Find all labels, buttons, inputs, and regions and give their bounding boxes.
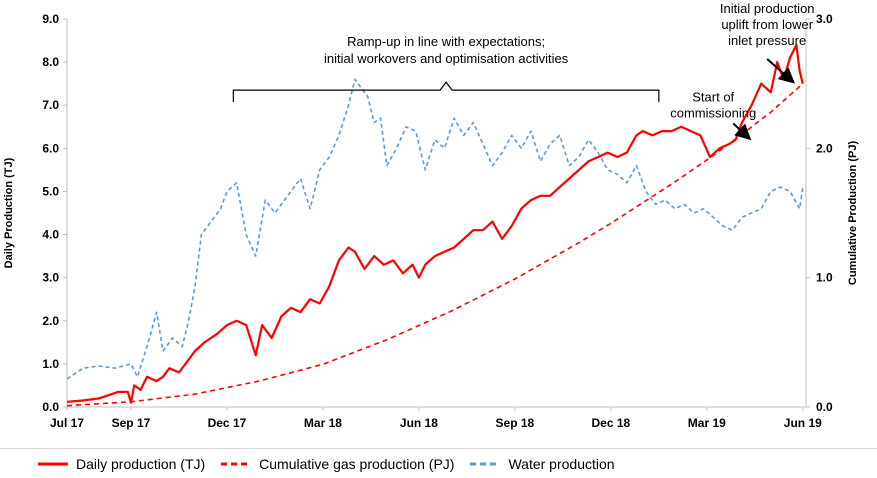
y-left-tick-label: 3.0 (42, 271, 59, 285)
legend-divider (0, 448, 877, 449)
y-right-tick-label: 1.0 (816, 271, 833, 285)
legend-label: Water production (508, 456, 615, 472)
series-layer (66, 43, 804, 407)
legend-item-water-production: Water production (470, 456, 615, 472)
commissioning-annotation-line: Start of (692, 89, 734, 104)
x-tick-label: Jul 17 (50, 416, 84, 430)
ramp-up-annotation-line: Ramp-up in line with expectations; (347, 34, 545, 49)
y-right-tick-label: 3.0 (816, 12, 833, 26)
y-left-tick-label: 5.0 (42, 184, 59, 198)
legend-label: Daily production (TJ) (76, 456, 206, 472)
axes: 0.0 1.0 2.0 3.0 4.0 5.0 6.0 7.0 8.0 9.0 0.0 1.0 2.0 3… (3, 12, 859, 430)
y-left-tick-label: 1.0 (42, 357, 59, 371)
y-left-tick-label: 7.0 (42, 98, 59, 112)
x-tick-label: Dec 17 (208, 416, 247, 430)
legend-swatch-dashed-red (221, 462, 252, 466)
series-line-cumulative-gas (66, 83, 804, 407)
uplift-annotation-line: uplift from lower (721, 17, 813, 32)
series-line-daily-production (66, 43, 804, 404)
production-chart: 0.0 1.0 2.0 3.0 4.0 5.0 6.0 7.0 8.0 9.0 0.0 1.0 2.0 3… (3, 1, 859, 430)
x-tick-label: Sep 18 (496, 416, 535, 430)
series-line-water-production (66, 78, 804, 380)
y-left-tick-label: 4.0 (42, 228, 59, 242)
x-tick-label: Sep 17 (112, 416, 151, 430)
x-tick-label: Jun 18 (400, 416, 438, 430)
uplift-annotation-line: Initial production (720, 1, 815, 16)
commissioning-arrow (732, 122, 752, 141)
y-left-tick-label: 0.0 (42, 400, 59, 414)
uplift-arrow (766, 58, 795, 84)
y-axis-left-title: Daily Production (TJ) (3, 157, 15, 268)
uplift-annotation-line: inlet pressure (728, 33, 806, 48)
annotations-layer: Ramp-up in line with expectations; initia… (232, 1, 815, 141)
y-left-tick-label: 9.0 (42, 12, 59, 26)
y-left-tick-label: 8.0 (42, 55, 59, 69)
x-tick-label: Dec 18 (592, 416, 631, 430)
legend-swatch-dashed-blue (470, 462, 501, 466)
y-left-tick-label: 6.0 (42, 141, 59, 155)
legend-item-daily-production: Daily production (TJ) (38, 456, 205, 472)
y-right-tick-label: 0.0 (816, 400, 833, 414)
x-tick-label: Mar 19 (688, 416, 726, 430)
ramp-up-brace (232, 81, 660, 103)
commissioning-annotation-line: commissioning (670, 105, 756, 120)
legend-item-cumulative-gas: Cumulative gas production (PJ) (221, 456, 454, 472)
x-tick-label: Jun 19 (784, 416, 822, 430)
x-tick-label: Mar 18 (304, 416, 342, 430)
y-axis-right-title: Cumulative Production (PJ) (847, 141, 859, 286)
y-right-tick-label: 2.0 (816, 141, 833, 155)
y-left-tick-label: 2.0 (42, 314, 59, 328)
ramp-up-annotation-line: initial workovers and optimisation activ… (324, 51, 569, 66)
legend-swatch-solid-red (38, 462, 68, 466)
legend-label: Cumulative gas production (PJ) (259, 456, 455, 472)
legend: Daily production (TJ) Cumulative gas pro… (38, 456, 631, 472)
